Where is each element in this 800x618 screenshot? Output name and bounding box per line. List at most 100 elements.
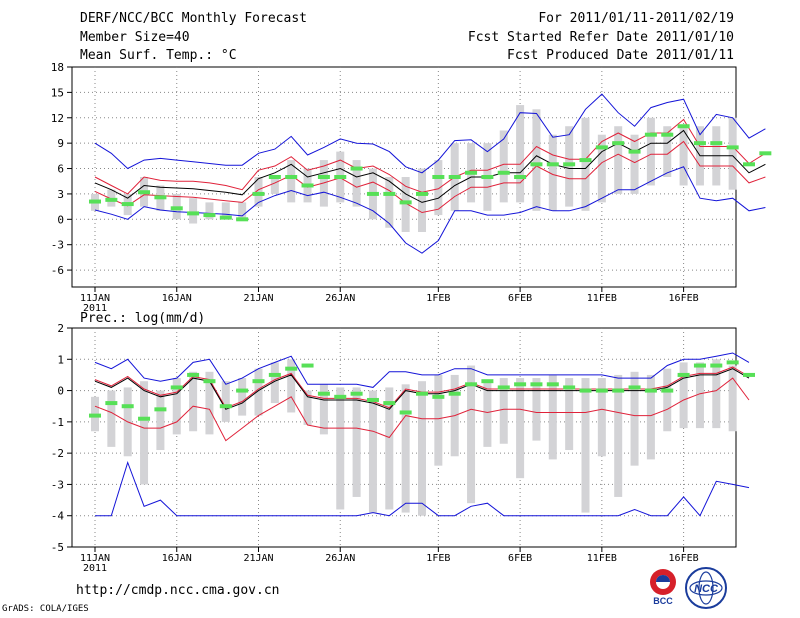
spread-bar bbox=[548, 134, 557, 211]
x-tick-label: 1FEB bbox=[426, 553, 450, 564]
observation-marker bbox=[579, 158, 592, 163]
x-tick-label: 16JAN bbox=[162, 553, 192, 564]
x-tick-label: 16FEB bbox=[669, 553, 699, 564]
observation-marker bbox=[170, 385, 183, 390]
spread-bar bbox=[401, 384, 410, 513]
spread-bar bbox=[695, 362, 704, 429]
observation-marker bbox=[203, 213, 216, 218]
spread-bar bbox=[614, 374, 623, 497]
spread-bar bbox=[728, 365, 737, 432]
observation-marker bbox=[334, 394, 347, 399]
y-tick-label: -5 bbox=[51, 541, 64, 554]
spread-bar bbox=[679, 362, 688, 429]
y-tick-label: 1 bbox=[57, 353, 64, 366]
spread-bar bbox=[221, 381, 230, 422]
min-line bbox=[95, 460, 750, 517]
spread-bar bbox=[287, 160, 296, 203]
observation-marker bbox=[187, 372, 200, 377]
y-tick-label: 12 bbox=[51, 112, 64, 125]
spread-bar bbox=[205, 202, 214, 220]
observation-marker bbox=[465, 382, 478, 387]
observation-marker bbox=[89, 413, 101, 418]
observation-marker bbox=[89, 199, 101, 204]
precip-panel-title: Prec.: log(mm/d) bbox=[80, 311, 205, 326]
observation-marker bbox=[661, 388, 674, 393]
spread-bar bbox=[630, 371, 639, 466]
observation-marker bbox=[612, 141, 625, 146]
observation-marker bbox=[497, 385, 510, 390]
spread-bar bbox=[646, 374, 655, 460]
observation-marker bbox=[644, 132, 657, 137]
observation-marker bbox=[154, 195, 167, 200]
observation-marker bbox=[693, 141, 706, 146]
observation-marker bbox=[710, 141, 723, 146]
spread-bar bbox=[434, 160, 443, 216]
observation-marker bbox=[530, 382, 543, 387]
produced-date: Fcst Produced Date 2011/01/11 bbox=[507, 48, 734, 63]
observation-marker bbox=[563, 162, 576, 167]
lower-quartile-line bbox=[94, 377, 750, 442]
observation-marker bbox=[628, 149, 641, 154]
x-tick-label: 6FEB bbox=[508, 293, 532, 304]
observation-marker bbox=[399, 200, 412, 205]
plot-frame-2 bbox=[71, 327, 737, 548]
observation-marker bbox=[595, 145, 608, 150]
started-date: Fcst Started Refer Date 2011/01/10 bbox=[467, 30, 734, 45]
observation-marker bbox=[612, 388, 625, 393]
observation-marker bbox=[138, 416, 151, 421]
observation-marker bbox=[334, 175, 347, 179]
observation-marker bbox=[350, 391, 363, 396]
observation-marker bbox=[432, 394, 445, 399]
observation-marker bbox=[579, 388, 592, 393]
observation-marker bbox=[759, 151, 772, 156]
observation-marker bbox=[710, 363, 723, 368]
spread-bar bbox=[303, 390, 312, 425]
observation-marker bbox=[644, 388, 657, 393]
variable-label: Mean Surf. Temp.: °C bbox=[80, 48, 237, 63]
y-tick-label: 0 bbox=[57, 213, 64, 226]
observation-marker bbox=[432, 175, 445, 179]
x-year-label: 2011 bbox=[83, 303, 107, 314]
x-tick-label: 16JAN bbox=[162, 293, 192, 304]
spread-bar bbox=[140, 381, 149, 485]
x-tick-label: 11JAN bbox=[80, 293, 110, 304]
grads-credit: GrADS: COLA/IGES bbox=[2, 604, 89, 614]
x-tick-label: 21JAN bbox=[243, 553, 273, 564]
y-tick-label: 6 bbox=[57, 163, 64, 176]
spread-bar bbox=[516, 105, 525, 203]
y-tick-label: 2 bbox=[57, 322, 64, 335]
observation-marker bbox=[677, 372, 690, 377]
spread-bar bbox=[368, 390, 377, 513]
x-year-label: 2011 bbox=[83, 563, 107, 574]
spread-bar bbox=[238, 378, 247, 416]
observation-marker bbox=[693, 363, 706, 368]
spread-bar bbox=[418, 168, 426, 232]
bcc-logo-text: BCC bbox=[653, 596, 673, 606]
spread-bar bbox=[319, 384, 328, 435]
spread-bar bbox=[499, 378, 508, 444]
spread-bar bbox=[499, 130, 508, 203]
y-tick-label: -3 bbox=[51, 239, 64, 252]
spread-bar bbox=[646, 117, 655, 186]
observation-marker bbox=[317, 391, 330, 396]
observation-marker bbox=[530, 162, 543, 167]
max-line bbox=[94, 352, 750, 388]
observation-marker bbox=[677, 124, 690, 129]
spread-bar bbox=[352, 160, 361, 207]
observation-marker bbox=[628, 385, 641, 390]
observation-marker bbox=[383, 401, 396, 406]
y-tick-label: -4 bbox=[51, 510, 65, 523]
member-size: Member Size=40 bbox=[80, 30, 190, 45]
x-tick-label: 11FEB bbox=[587, 293, 617, 304]
footer-url[interactable]: http://cmdp.ncc.cma.gov.cn bbox=[76, 583, 280, 598]
spread-bar bbox=[385, 387, 394, 510]
observation-marker bbox=[726, 145, 739, 150]
spread-bar bbox=[630, 134, 639, 194]
observation-marker bbox=[383, 191, 396, 196]
observation-marker bbox=[481, 175, 494, 179]
observation-marker bbox=[219, 215, 232, 220]
observation-marker bbox=[236, 388, 249, 393]
observation-marker bbox=[743, 162, 755, 167]
spread-bar bbox=[565, 126, 574, 207]
